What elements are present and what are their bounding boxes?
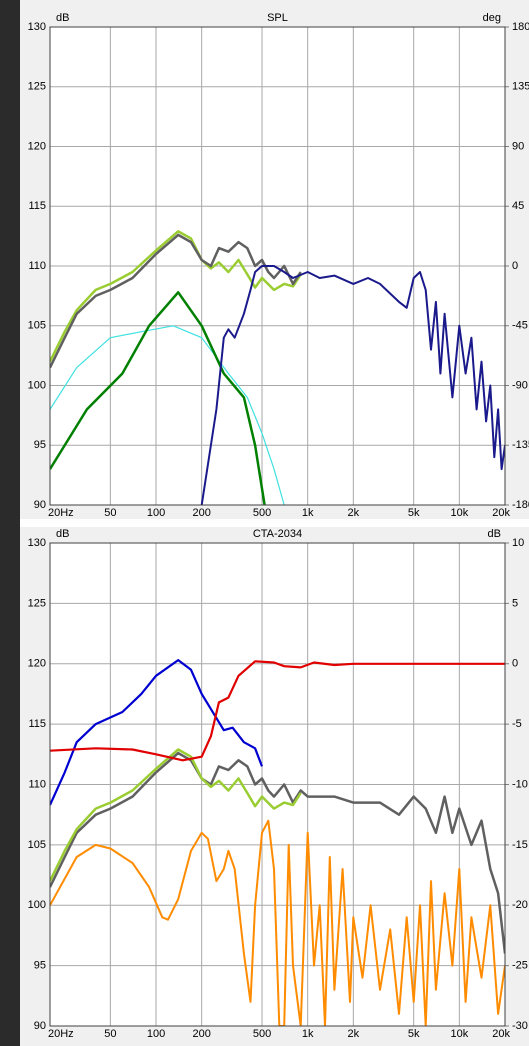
y-tick-label: 105 (28, 839, 46, 851)
y2-tick-label: -90 (512, 379, 528, 391)
x-tick-label: 2k (348, 1028, 360, 1040)
y2-tick-label: 135 (512, 81, 529, 93)
x-tick-label: 10k (450, 507, 468, 519)
y2-axis-unit: dB (488, 528, 501, 540)
y2-axis-unit: deg (483, 12, 501, 24)
y-tick-label: 115 (28, 718, 46, 730)
y-tick-label: 100 (28, 899, 46, 911)
chart-title: SPL (267, 12, 288, 24)
series-line (50, 325, 285, 505)
x-tick-label: 500 (253, 1028, 271, 1040)
x-tick-label: 200 (192, 507, 210, 519)
series-line (200, 265, 505, 505)
y2-tick-label: -5 (512, 718, 522, 730)
y2-tick-label: -30 (512, 1020, 528, 1032)
x-tick-label: 200 (192, 1028, 210, 1040)
x-tick-label: 20k (492, 1028, 510, 1040)
series-line (50, 658, 264, 806)
y2-tick-label: 180 (512, 21, 529, 33)
x-tick-label: 50 (104, 1028, 116, 1040)
y2-tick-label: 45 (512, 200, 524, 212)
y-axis-unit: dB (56, 12, 69, 24)
y-tick-label: 125 (28, 81, 46, 93)
series-line (50, 230, 302, 363)
series-line (50, 751, 505, 954)
y2-tick-label: -10 (512, 778, 528, 790)
y-tick-label: 95 (34, 439, 46, 451)
series-line (50, 819, 505, 1026)
y-tick-label: 95 (34, 960, 46, 972)
plot-border (49, 542, 506, 1027)
y-tick-label: 115 (28, 200, 46, 212)
series-line (50, 660, 505, 762)
series-line (50, 233, 302, 369)
x-tick-label: 20k (492, 507, 510, 519)
y-tick-label: 110 (28, 778, 46, 790)
x-tick-label: 20Hz (48, 507, 74, 519)
series-line (50, 748, 302, 882)
y2-tick-label: -25 (512, 960, 528, 972)
y2-tick-label: 10 (512, 537, 524, 549)
y2-tick-label: -20 (512, 899, 528, 911)
y2-tick-label: 0 (512, 658, 518, 670)
x-tick-label: 5k (408, 1028, 420, 1040)
y-tick-label: 105 (28, 320, 46, 332)
x-tick-label: 2k (348, 507, 360, 519)
x-tick-label: 100 (147, 1028, 165, 1040)
y-tick-label: 130 (28, 537, 46, 549)
x-tick-label: 1k (302, 507, 314, 519)
y2-tick-label: -45 (512, 320, 528, 332)
y-tick-label: 130 (28, 21, 46, 33)
y2-tick-label: 5 (512, 597, 518, 609)
y-tick-label: 100 (28, 379, 46, 391)
y2-tick-label: 90 (512, 140, 524, 152)
y2-tick-label: -135 (512, 439, 529, 451)
x-tick-label: 500 (253, 507, 271, 519)
y-tick-label: 125 (28, 597, 46, 609)
y-tick-label: 110 (28, 260, 46, 272)
plot-border (49, 26, 506, 506)
series-line (50, 291, 266, 505)
x-tick-label: 5k (408, 507, 420, 519)
x-tick-label: 50 (104, 507, 116, 519)
x-tick-label: 100 (147, 507, 165, 519)
chart-title: CTA-2034 (253, 528, 302, 540)
y-tick-label: 120 (28, 140, 46, 152)
y2-tick-label: -180 (512, 499, 529, 511)
y-tick-label: 90 (34, 1020, 46, 1032)
x-tick-label: 20Hz (48, 1028, 74, 1040)
x-tick-label: 10k (450, 1028, 468, 1040)
y2-tick-label: -15 (512, 839, 528, 851)
y2-tick-label: 0 (512, 260, 518, 272)
y-axis-unit: dB (56, 528, 69, 540)
y-tick-label: 120 (28, 658, 46, 670)
panel-separator (20, 519, 529, 527)
x-tick-label: 1k (302, 1028, 314, 1040)
y-tick-label: 90 (34, 499, 46, 511)
